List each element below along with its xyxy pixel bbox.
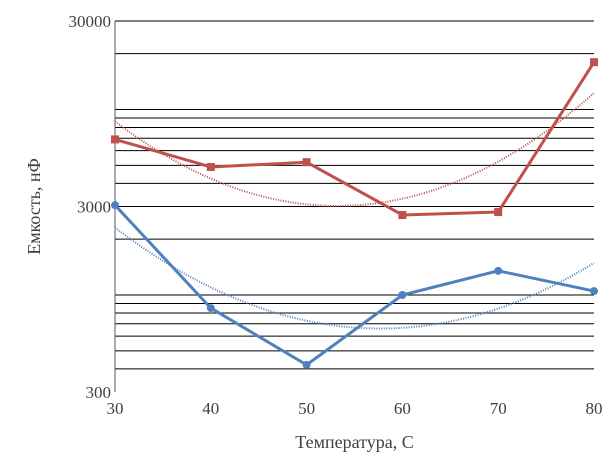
data-point-series-1: [111, 135, 119, 144]
data-point-series-1: [494, 208, 503, 217]
data-point-series-2: [302, 360, 311, 369]
x-axis-title: Температура, С: [295, 432, 413, 452]
trendlines: [114, 92, 595, 330]
y-tick-label: 30000: [69, 12, 112, 31]
data-point-series-2: [590, 287, 598, 296]
y-tick-labels: 300 3000 30000: [69, 12, 112, 402]
y-tick-label: 3000: [77, 198, 111, 217]
data-point-series-1: [206, 162, 215, 171]
series-line-1: [114, 61, 596, 217]
series-line-2: [113, 204, 595, 367]
data-point-series-2: [206, 304, 215, 313]
data-point-series-1: [302, 158, 311, 167]
x-tick-label: 70: [490, 399, 507, 418]
data-point-series-2: [398, 291, 407, 300]
data-point-series-2: [111, 201, 119, 210]
data-point-series-2: [494, 266, 503, 275]
gridlines: [115, 20, 594, 370]
y-axis-title: Емкость, нФ: [24, 158, 44, 255]
x-tick-label: 80: [586, 399, 603, 418]
x-tick-label: 60: [394, 399, 411, 418]
data-markers: [111, 58, 598, 369]
x-tick-labels: 30 40 50 60 70 80: [107, 399, 603, 418]
trendline-series-2: [114, 226, 595, 330]
data-point-series-1: [398, 210, 407, 219]
y-tick-label: 300: [86, 383, 112, 402]
x-tick-label: 50: [298, 399, 315, 418]
data-point-series-1: [590, 58, 598, 67]
series-lines: [113, 61, 596, 367]
x-tick-label: 40: [202, 399, 219, 418]
x-tick-label: 30: [107, 399, 124, 418]
